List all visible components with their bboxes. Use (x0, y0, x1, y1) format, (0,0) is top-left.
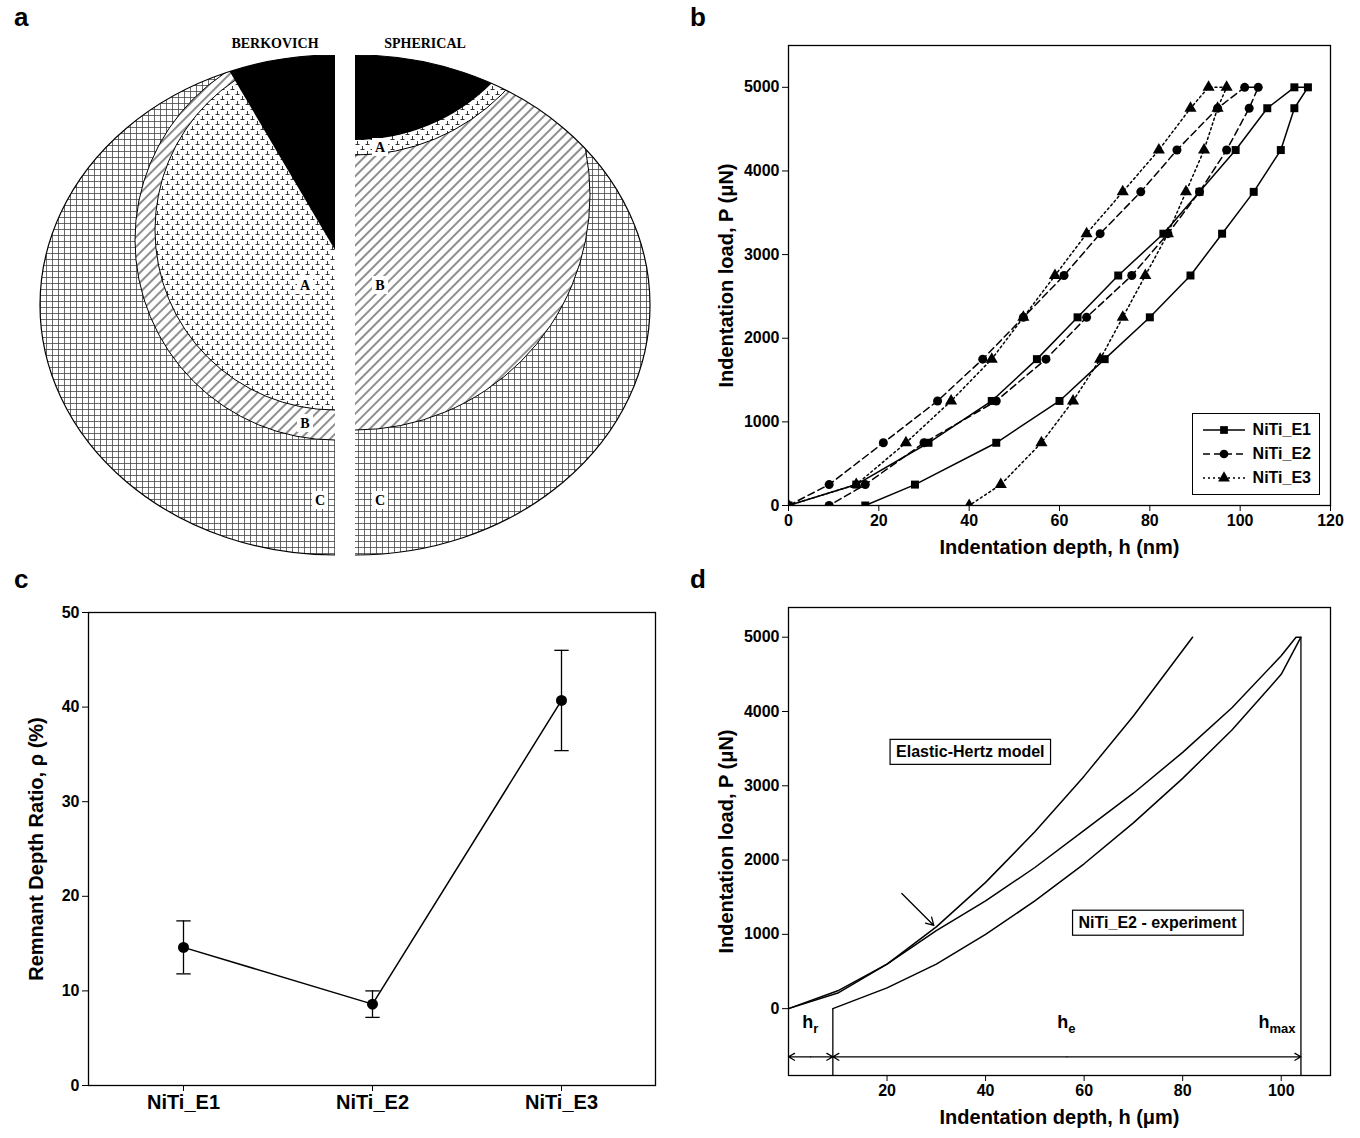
html-text:a: a (14, 2, 29, 32)
html-text:b: b (690, 2, 706, 32)
svg-text:BERKOVICH: BERKOVICH (231, 36, 318, 51)
svg-text:3000: 3000 (744, 777, 780, 794)
svg-text:0: 0 (771, 497, 780, 514)
svg-text:B: B (375, 278, 384, 293)
svg-text:2000: 2000 (744, 851, 780, 868)
svg-text:40: 40 (977, 1082, 995, 1099)
svg-text:80: 80 (1141, 512, 1159, 529)
svg-text:20: 20 (62, 887, 80, 904)
svg-text:Indentation depth, h (μm): Indentation depth, h (μm) (940, 1106, 1180, 1128)
svg-text:100: 100 (1268, 1082, 1295, 1099)
svg-text:20: 20 (878, 1082, 896, 1099)
svg-text:B: B (300, 416, 309, 431)
svg-text:20: 20 (870, 512, 888, 529)
svg-text:4000: 4000 (744, 703, 780, 720)
svg-text:2000: 2000 (744, 329, 780, 346)
html-text:NiTi_E1: NiTi_E1 (1252, 421, 1311, 438)
html-text:d: d (690, 564, 706, 594)
svg-text:Indentation load, P (μN): Indentation load, P (μN) (715, 163, 737, 387)
svg-text:NiTi_E3: NiTi_E3 (525, 1091, 598, 1113)
svg-text:Indentation depth, h (nm): Indentation depth, h (nm) (940, 536, 1180, 558)
svg-text:120: 120 (1317, 512, 1344, 529)
svg-text:0: 0 (771, 1000, 780, 1017)
svg-text:80: 80 (1174, 1082, 1192, 1099)
svg-text:0: 0 (71, 1077, 80, 1094)
svg-text:60: 60 (1051, 512, 1069, 529)
svg-text:4000: 4000 (744, 162, 780, 179)
svg-text:NiTi_E2: NiTi_E2 (336, 1091, 409, 1113)
html-text:c: c (14, 564, 29, 594)
svg-text:30: 30 (62, 793, 80, 810)
svg-text:3000: 3000 (744, 246, 780, 263)
svg-text:Indentation load, P (μN): Indentation load, P (μN) (715, 729, 737, 953)
svg-text:5000: 5000 (744, 628, 780, 645)
svg-text:C: C (315, 493, 325, 508)
svg-text:5000: 5000 (744, 78, 780, 95)
svg-text:100: 100 (1227, 512, 1254, 529)
svg-text:0: 0 (784, 512, 793, 529)
html-text:NiTi_E3: NiTi_E3 (1252, 469, 1311, 486)
svg-text:50: 50 (62, 604, 80, 621)
html-text:NiTi_E2: NiTi_E2 (1252, 445, 1311, 462)
svg-text:he: he (1057, 1012, 1075, 1036)
svg-text:Elastic-Hertz model: Elastic-Hertz model (896, 743, 1044, 760)
svg-text:hmax: hmax (1258, 1012, 1296, 1036)
svg-text:A: A (300, 278, 311, 293)
svg-text:Remnant Depth Ratio, ρ (%): Remnant Depth Ratio, ρ (%) (25, 717, 47, 981)
svg-text:10: 10 (62, 982, 80, 999)
svg-text:C: C (375, 493, 385, 508)
svg-text:A: A (375, 140, 386, 155)
svg-text:1000: 1000 (744, 413, 780, 430)
svg-text:40: 40 (62, 698, 80, 715)
svg-text:SPHERICAL: SPHERICAL (384, 36, 466, 51)
svg-text:hr: hr (802, 1012, 818, 1036)
svg-text:NiTi_E2 - experiment: NiTi_E2 - experiment (1079, 914, 1238, 931)
svg-text:40: 40 (960, 512, 978, 529)
svg-text:NiTi_E1: NiTi_E1 (147, 1091, 220, 1113)
svg-text:1000: 1000 (744, 925, 780, 942)
svg-text:60: 60 (1075, 1082, 1093, 1099)
